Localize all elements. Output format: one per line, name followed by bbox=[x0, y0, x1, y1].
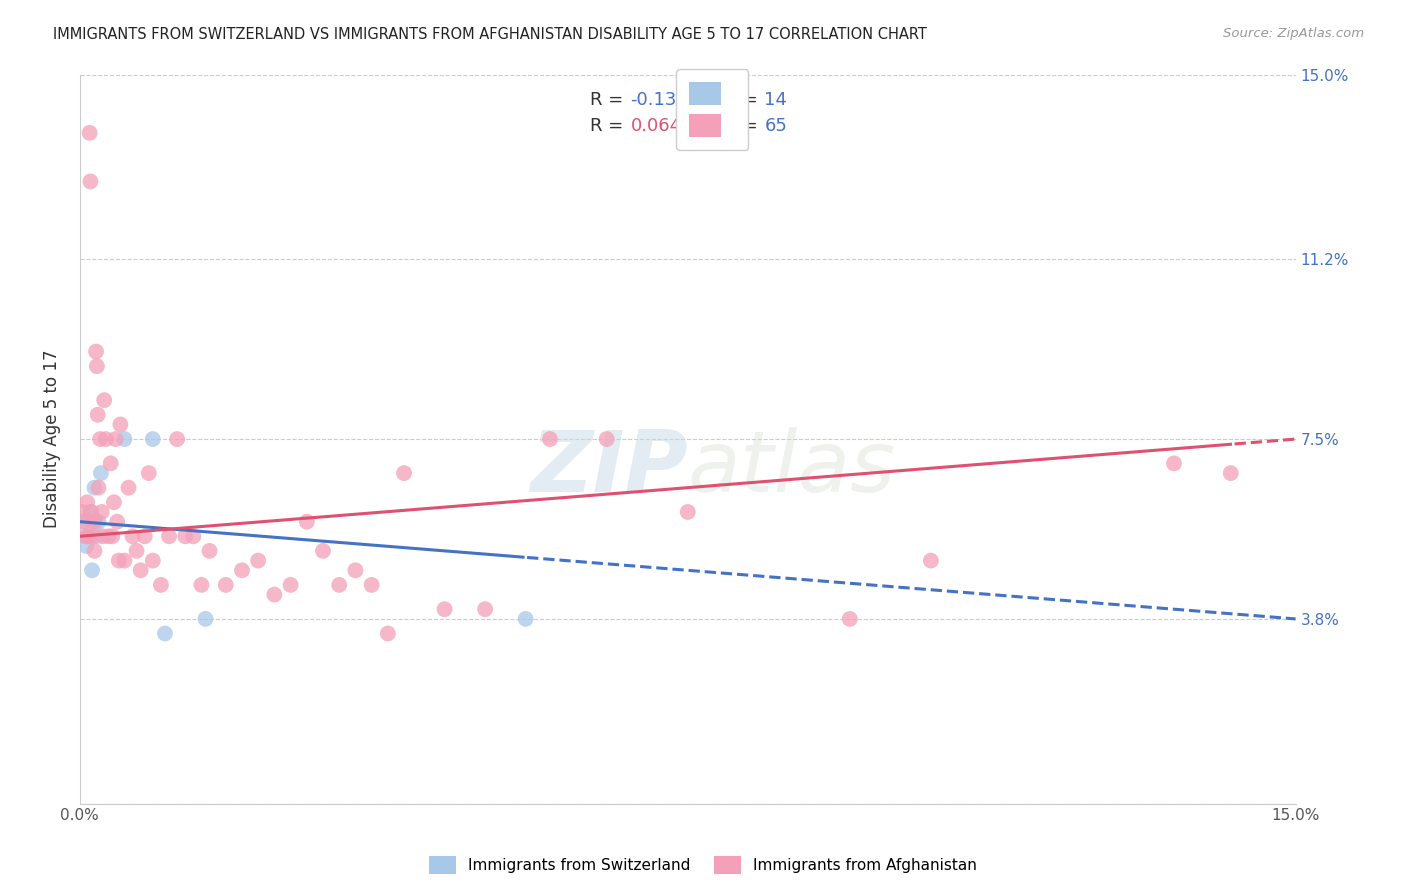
Point bbox=[79, 174, 101, 188]
Point bbox=[198, 544, 221, 558]
Point bbox=[89, 432, 111, 446]
Point bbox=[114, 553, 136, 567]
Point bbox=[82, 515, 104, 529]
Text: 0.064: 0.064 bbox=[630, 117, 682, 135]
Point bbox=[114, 432, 136, 446]
Point bbox=[94, 432, 117, 446]
Point bbox=[84, 515, 107, 529]
Text: Source: ZipAtlas.com: Source: ZipAtlas.com bbox=[1223, 27, 1364, 40]
Point bbox=[75, 539, 97, 553]
Point bbox=[80, 505, 103, 519]
Point bbox=[360, 578, 382, 592]
Text: atlas: atlas bbox=[688, 426, 896, 509]
Text: N =: N = bbox=[711, 117, 763, 135]
Point bbox=[93, 393, 115, 408]
Point bbox=[377, 626, 399, 640]
Point bbox=[1163, 456, 1185, 470]
Point bbox=[183, 529, 205, 543]
Point bbox=[1219, 466, 1241, 480]
Text: 65: 65 bbox=[765, 117, 787, 135]
Point bbox=[101, 529, 124, 543]
Point bbox=[194, 612, 217, 626]
Legend: Immigrants from Switzerland, Immigrants from Afghanistan: Immigrants from Switzerland, Immigrants … bbox=[423, 850, 983, 880]
Point bbox=[91, 529, 114, 543]
Point bbox=[104, 432, 127, 446]
Point bbox=[86, 359, 108, 373]
Text: R =: R = bbox=[591, 117, 630, 135]
Point bbox=[107, 553, 129, 567]
Point bbox=[433, 602, 456, 616]
Text: IMMIGRANTS FROM SWITZERLAND VS IMMIGRANTS FROM AFGHANISTAN DISABILITY AGE 5 TO 1: IMMIGRANTS FROM SWITZERLAND VS IMMIGRANT… bbox=[53, 27, 928, 42]
Point bbox=[149, 578, 172, 592]
Point bbox=[134, 529, 156, 543]
Point bbox=[76, 495, 98, 509]
Point bbox=[153, 626, 176, 640]
Point bbox=[166, 432, 188, 446]
Point bbox=[312, 544, 335, 558]
Point bbox=[80, 563, 103, 577]
Point bbox=[72, 505, 94, 519]
Legend: , : , bbox=[676, 69, 748, 150]
Text: ZIP: ZIP bbox=[530, 426, 688, 509]
Point bbox=[84, 529, 107, 543]
Point bbox=[157, 529, 180, 543]
Point bbox=[129, 563, 152, 577]
Point bbox=[84, 344, 107, 359]
Point bbox=[231, 563, 253, 577]
Point bbox=[263, 588, 285, 602]
Point bbox=[77, 529, 100, 543]
Text: N =: N = bbox=[711, 91, 763, 109]
Point bbox=[174, 529, 197, 543]
Point bbox=[474, 602, 496, 616]
Point bbox=[90, 466, 112, 480]
Point bbox=[215, 578, 238, 592]
Point bbox=[87, 515, 110, 529]
Point bbox=[90, 505, 112, 519]
Point bbox=[75, 529, 97, 543]
Point bbox=[247, 553, 270, 567]
Point bbox=[80, 529, 103, 543]
Point bbox=[295, 515, 318, 529]
Point bbox=[676, 505, 699, 519]
Text: -0.139: -0.139 bbox=[630, 91, 689, 109]
Point bbox=[838, 612, 860, 626]
Point bbox=[79, 126, 101, 140]
Text: R =: R = bbox=[591, 91, 630, 109]
Point bbox=[920, 553, 942, 567]
Point bbox=[515, 612, 537, 626]
Point bbox=[595, 432, 617, 446]
Point bbox=[142, 432, 165, 446]
Point bbox=[110, 417, 132, 432]
Point bbox=[77, 529, 100, 543]
Point bbox=[73, 515, 96, 529]
Y-axis label: Disability Age 5 to 17: Disability Age 5 to 17 bbox=[44, 350, 60, 528]
Point bbox=[105, 515, 128, 529]
Point bbox=[100, 456, 122, 470]
Point bbox=[79, 505, 101, 519]
Point bbox=[142, 553, 165, 567]
Point bbox=[280, 578, 302, 592]
Point bbox=[538, 432, 561, 446]
Point bbox=[83, 544, 105, 558]
Point bbox=[328, 578, 350, 592]
Point bbox=[121, 529, 143, 543]
Point bbox=[190, 578, 212, 592]
Point bbox=[73, 515, 96, 529]
Point bbox=[117, 481, 139, 495]
Point bbox=[344, 563, 367, 577]
Point bbox=[392, 466, 415, 480]
Point bbox=[125, 544, 148, 558]
Point bbox=[86, 408, 108, 422]
Point bbox=[83, 481, 105, 495]
Point bbox=[87, 481, 110, 495]
Point bbox=[103, 495, 125, 509]
Point bbox=[138, 466, 160, 480]
Text: 14: 14 bbox=[765, 91, 787, 109]
Point bbox=[97, 529, 120, 543]
